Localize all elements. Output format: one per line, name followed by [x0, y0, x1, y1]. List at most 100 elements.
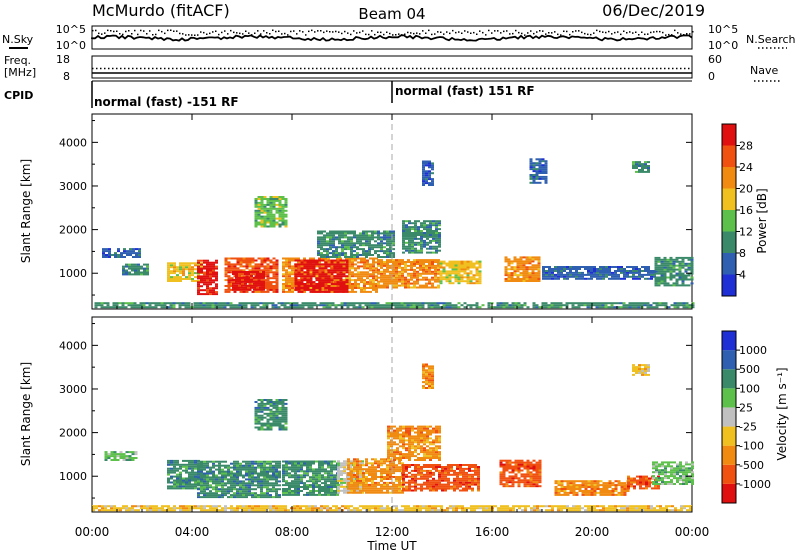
power-echo-cell [329, 236, 332, 239]
velocity-echo-cell [221, 476, 224, 479]
power-echo-cell [291, 285, 294, 287]
velocity-echo-cell [248, 494, 251, 497]
power-echo-cell [430, 302, 434, 305]
velocity-echo-cell [227, 472, 230, 475]
power-echo-cell [191, 278, 194, 280]
power-echo-cell [348, 287, 351, 289]
velocity-echo-cell [236, 462, 239, 465]
power-echo-cell [170, 280, 173, 282]
power-echo-cell [266, 207, 270, 210]
power-echo-cell [517, 306, 521, 309]
power-echo-cell [368, 248, 371, 251]
velocity-echo-cell [161, 507, 164, 510]
power-echo-cell [632, 273, 635, 276]
power-echo-cell [284, 209, 288, 212]
power-echo-cell [675, 260, 679, 263]
velocity-echo-cell [257, 428, 261, 431]
power-echo-cell [245, 257, 249, 260]
power-echo-cell [504, 268, 508, 271]
power-echo-cell [669, 264, 673, 267]
power-echo-cell [154, 306, 158, 309]
velocity-echo-cell [161, 509, 164, 512]
power-echo-cell [377, 230, 380, 233]
velocity-echo-cell [197, 494, 200, 497]
power-echo-cell [244, 286, 247, 289]
power-echo-cell [408, 243, 411, 246]
velocity-echo-cell [245, 496, 248, 499]
power-echo-cell [574, 302, 578, 305]
power-echo-cell [538, 181, 542, 184]
power-echo-cell [366, 267, 369, 270]
power-echo-cell [307, 304, 311, 307]
power-echo-cell [330, 265, 333, 268]
power-echo-cell [347, 238, 350, 241]
velocity-echo-cell [269, 428, 273, 431]
nsearch-trace-point [269, 33, 271, 35]
velocity-echo-cell [524, 507, 527, 510]
velocity-echo-cell [386, 509, 389, 512]
velocity-echo-cell [272, 464, 275, 467]
power-echo-cell [634, 304, 638, 307]
power-echo-cell [172, 304, 176, 307]
nsearch-trace-point [146, 33, 148, 35]
power-echo-cell [377, 246, 380, 249]
power-echo-cell [398, 266, 401, 269]
power-echo-cell [401, 278, 404, 281]
velocity-echo-cell [638, 507, 641, 510]
velocity-echo-cell [128, 509, 131, 512]
power-echo-cell [333, 283, 337, 285]
power-echo-cell [345, 277, 348, 280]
power-echo-cell [352, 302, 356, 305]
velocity-echo-cell [656, 509, 659, 512]
power-echo-cell [369, 265, 372, 268]
power-echo-cell [669, 272, 673, 275]
power-echo-cell [272, 271, 276, 274]
power-echo-cell [224, 273, 228, 276]
power-echo-cell [664, 306, 668, 309]
power-echo-cell [478, 262, 482, 265]
velocity-echo-cell [224, 507, 227, 510]
power-echo-cell [284, 203, 288, 206]
power-echo-cell [274, 306, 278, 309]
power-echo-cell [496, 304, 500, 307]
power-echo-cell [220, 306, 224, 309]
power-echo-cell [519, 266, 523, 269]
power-echo-cell [320, 254, 323, 256]
power-echo-cell [339, 259, 343, 262]
power-echo-cell [284, 199, 288, 202]
velocity-echo-cell [206, 472, 209, 475]
power-echo-cell [105, 248, 108, 251]
power-echo-cell [377, 272, 380, 275]
nsearch-trace-point [683, 34, 685, 36]
power-echo-cell [608, 266, 611, 268]
velocity-echo-cell [425, 507, 428, 510]
power-echo-cell [528, 256, 532, 259]
power-echo-cell [475, 268, 479, 271]
power-echo-cell [344, 230, 347, 233]
velocity-echo-cell [191, 469, 194, 472]
power-echo-cell [250, 302, 254, 305]
power-echo-cell [212, 269, 215, 272]
power-echo-cell [182, 274, 185, 277]
power-echo-cell [428, 266, 431, 269]
power-echo-cell [338, 236, 341, 239]
power-echo-cell [363, 287, 366, 289]
power-echo-cell [429, 224, 432, 227]
power-echo-cell [590, 271, 593, 274]
velocity-echo-cell [653, 509, 656, 512]
power-echo-cell [385, 304, 389, 307]
power-echo-cell [544, 166, 548, 169]
nsearch-trace-point [542, 30, 544, 32]
nsearch-trace-point [635, 31, 637, 33]
power-echo-cell [197, 267, 200, 270]
velocity-echo-cell [242, 460, 245, 463]
power-echo-cell [389, 252, 392, 255]
velocity-echo-cell [473, 505, 476, 508]
velocity-echo-cell [236, 480, 239, 483]
power-echo-cell [341, 230, 344, 233]
nsearch-trace-point [587, 33, 589, 36]
power-echo-cell [126, 252, 129, 255]
power-echo-cell [460, 264, 464, 267]
power-echo-cell [644, 165, 647, 167]
